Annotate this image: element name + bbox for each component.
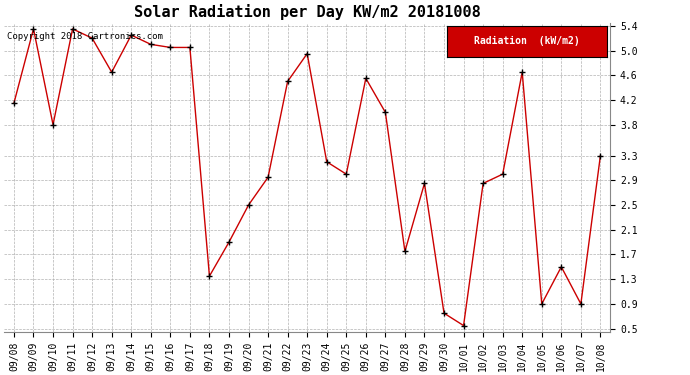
Title: Solar Radiation per Day KW/m2 20181008: Solar Radiation per Day KW/m2 20181008 — [134, 4, 480, 20]
Text: Copyright 2018 Cartronics.com: Copyright 2018 Cartronics.com — [7, 32, 163, 41]
